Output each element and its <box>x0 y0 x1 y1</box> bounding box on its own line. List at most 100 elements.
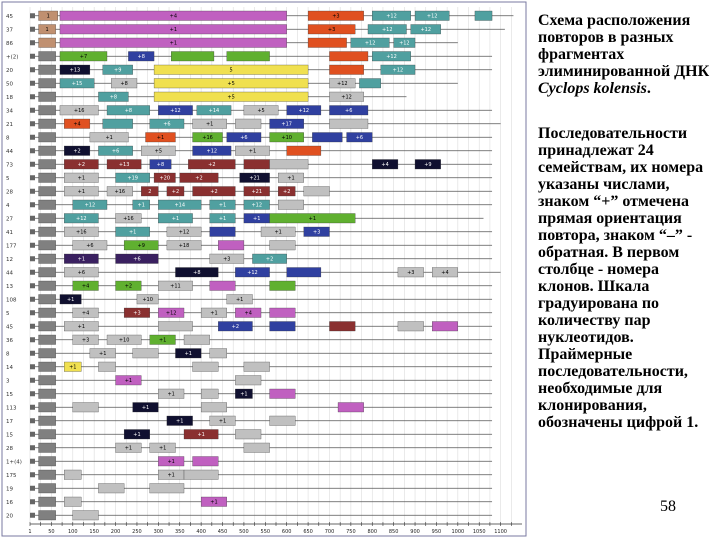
clone-row: 5 +4 +3 +12 +1 +4 <box>6 307 493 318</box>
clone-row: 44 +6 +8 +12 +3 +4 <box>6 267 501 278</box>
segment-label: +16 <box>123 216 134 222</box>
repeat-segment <box>397 321 424 332</box>
segment-label: +12 <box>85 203 96 209</box>
scale-tick-label: 1 <box>28 529 31 535</box>
repeat-segment <box>153 91 309 102</box>
repeat-segment <box>115 442 142 453</box>
repeat-segment <box>38 159 56 170</box>
segment-label: +13 <box>119 162 130 168</box>
scale-tick-label: 100 <box>68 529 78 535</box>
repeat-segment <box>367 24 407 35</box>
repeat-segment <box>166 415 193 426</box>
clone-start-marker <box>30 215 35 221</box>
clone-start-marker <box>30 80 35 86</box>
scale-tick-label: 750 <box>346 529 356 535</box>
repeat-segment <box>192 456 219 467</box>
repeat-segment <box>158 456 185 467</box>
repeat-segment <box>64 361 82 372</box>
segment-label: +2 <box>210 189 217 195</box>
clone-label: 5 <box>6 176 10 182</box>
clone-start-marker <box>30 350 35 356</box>
clone-start-marker <box>30 337 35 343</box>
repeat-segment <box>38 442 56 453</box>
clone-row: 27 +12 +16 +1 +1 +1 +1 <box>6 213 484 224</box>
segment-label: +6 <box>133 257 140 263</box>
clone-start-marker <box>30 148 35 154</box>
repeat-segment <box>123 429 150 440</box>
repeat-segment <box>269 388 296 399</box>
repeat-segment <box>188 159 236 170</box>
repeat-segment <box>72 334 99 345</box>
clone-label: 113 <box>6 405 17 411</box>
repeat-segment <box>410 24 441 35</box>
clone-label: 1+(4) <box>6 459 22 465</box>
clone-row: 86 +1 +12 +12 <box>6 37 458 48</box>
clone-start-marker <box>30 188 35 194</box>
segment-label: +5 <box>227 95 234 101</box>
repeat-segment <box>239 172 270 183</box>
repeat-segment <box>59 294 82 305</box>
clone-start-marker <box>30 431 35 437</box>
repeat-segment <box>235 388 253 399</box>
clone-row: 20 <box>6 510 493 521</box>
repeat-segment <box>38 253 56 264</box>
scale-tick-label: 450 <box>218 529 228 535</box>
repeat-segment <box>226 132 262 143</box>
segment-label: +1 <box>129 230 136 236</box>
clone-start-marker <box>30 107 35 113</box>
scale-tick-label: 1000 <box>451 529 464 535</box>
segment-label: +1 <box>170 41 177 47</box>
repeat-segment <box>132 199 150 210</box>
segment-label: +1 <box>78 189 85 195</box>
repeat-segment <box>235 145 270 156</box>
segment-label: +4 <box>381 162 388 168</box>
clone-label: 20 <box>6 513 13 519</box>
scale-tick-label: 650 <box>303 529 313 535</box>
segment-label: +6 <box>112 149 119 155</box>
repeat-segment <box>102 64 133 75</box>
repeat-segment <box>98 361 116 372</box>
repeat-segment <box>329 91 364 102</box>
clone-label: 17 <box>6 419 13 425</box>
scale-tick-label: 550 <box>261 529 271 535</box>
segment-label: +12 <box>247 270 258 276</box>
segment-label: +12 <box>337 81 348 87</box>
segment-label: +21 <box>249 176 260 182</box>
repeat-segment <box>269 132 304 143</box>
repeat-segment <box>235 307 262 318</box>
repeat-segment <box>393 37 416 48</box>
clone-start-marker <box>30 94 35 100</box>
clone-row: 108 +1 +10 +1 <box>6 294 493 305</box>
repeat-segment <box>64 469 82 480</box>
segment-label: +12 <box>166 311 177 317</box>
scale-tick-label: 800 <box>367 529 377 535</box>
clone-row: 8 +1 +1 <box>6 348 493 359</box>
segment-label: +10 <box>119 338 130 344</box>
clone-label: 21 <box>6 122 13 128</box>
segment-label: +4 <box>170 14 177 20</box>
repeat-segment <box>209 226 236 237</box>
clone-row: 50 +15 +8 +5 +12 <box>6 78 458 89</box>
segment-label: +3 <box>313 230 320 236</box>
repeat-segment <box>235 118 262 129</box>
repeat-segment <box>372 10 411 21</box>
clone-start-marker <box>30 13 35 19</box>
segment-label: +8 <box>125 108 132 114</box>
scale-tick-label: 900 <box>410 529 420 535</box>
repeat-segment <box>106 186 133 197</box>
clone-start-marker <box>30 458 35 464</box>
repeat-segment <box>209 253 245 264</box>
repeat-segment <box>115 280 142 291</box>
segment-label: +16 <box>115 189 126 195</box>
segment-label: +9 <box>424 162 431 168</box>
clone-label: 175 <box>6 473 17 479</box>
caption-title-species: Cyclops kolensis <box>538 80 647 97</box>
repeat-segment <box>303 226 330 237</box>
repeat-segment <box>115 172 150 183</box>
repeat-segment <box>329 78 356 89</box>
repeat-segment <box>414 159 441 170</box>
repeat-segment <box>226 294 253 305</box>
repeat-segment <box>59 78 95 89</box>
clone-label: 28 <box>6 189 13 195</box>
